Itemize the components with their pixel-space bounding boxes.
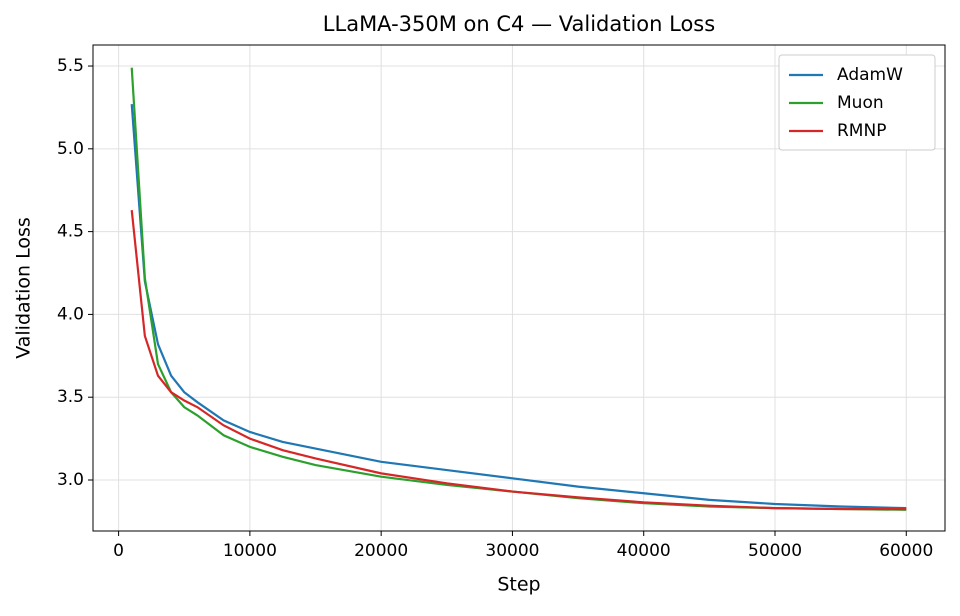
x-tick-label: 0 (113, 541, 124, 561)
series-line (130, 209, 907, 511)
y-tick-label: 3.0 (57, 470, 84, 490)
y-tick-label: 4.0 (57, 304, 84, 324)
y-tick-label: 3.5 (57, 387, 84, 407)
x-tick-label: 20000 (354, 541, 408, 561)
plot-frame (92, 44, 946, 532)
legend-label: RMNP (837, 121, 886, 141)
legend-label: Muon (837, 93, 884, 113)
x-tick-label: 60000 (879, 541, 933, 561)
legend-label: AdamW (837, 65, 903, 85)
y-tick-label: 5.5 (57, 56, 84, 76)
x-tick-label: 30000 (485, 541, 539, 561)
chart-title: LLaMA-350M on C4 — Validation Loss (323, 12, 715, 36)
y-axis-label: Validation Loss (13, 217, 35, 359)
y-tick-label: 4.5 (57, 222, 84, 242)
x-tick-label: 10000 (223, 541, 277, 561)
x-axis-label: Step (497, 574, 540, 596)
series-line (130, 104, 907, 510)
y-tick-label: 5.0 (57, 139, 84, 159)
x-tick-label: 50000 (748, 541, 802, 561)
legend-box (778, 54, 936, 151)
x-tick-label: 40000 (617, 541, 671, 561)
